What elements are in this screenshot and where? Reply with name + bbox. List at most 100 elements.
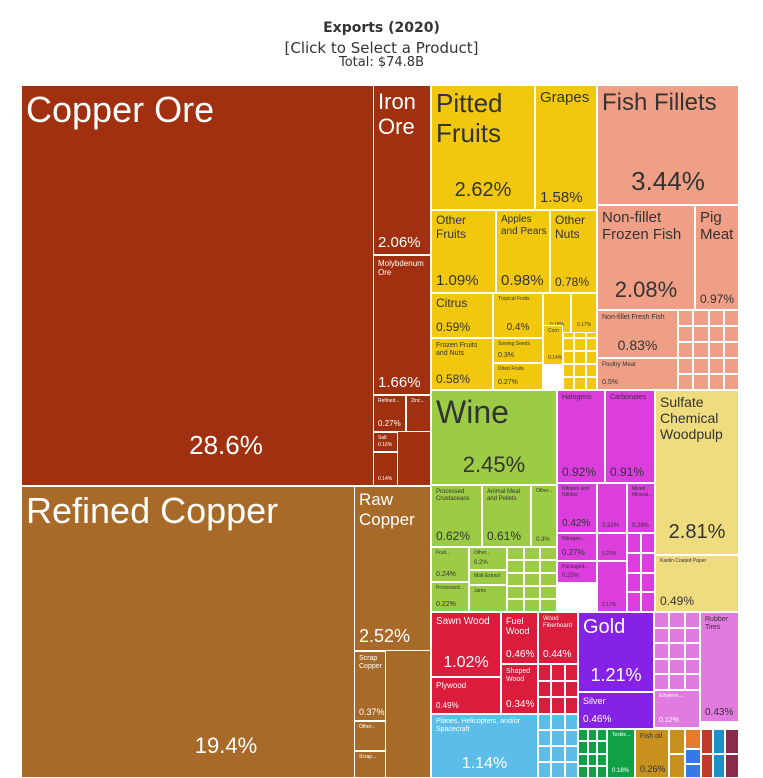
treemap-small-tile[interactable] bbox=[708, 358, 724, 374]
tile-pitted-fruits[interactable]: Pitted Fruits 2.62% bbox=[431, 85, 535, 210]
treemap-small-tile[interactable] bbox=[678, 342, 694, 358]
treemap-small-tile[interactable] bbox=[585, 338, 597, 351]
tile-fuel-wood[interactable]: Fuel Wood 0.46% bbox=[501, 612, 538, 664]
tile-copper-ore[interactable]: Copper Ore 28.6% bbox=[21, 85, 431, 486]
treemap-small-tile[interactable] bbox=[693, 326, 709, 342]
tile-ethylene[interactable]: Ethylene... 0.12% bbox=[654, 690, 700, 728]
treemap-small-tile[interactable] bbox=[669, 753, 685, 778]
tile-pig-meat[interactable]: Pig Meat 0.97% bbox=[695, 205, 739, 310]
treemap-small-tile[interactable] bbox=[627, 552, 641, 573]
treemap-small-tile[interactable] bbox=[685, 729, 701, 749]
tile-product-47[interactable]: 0.17% bbox=[597, 561, 627, 612]
tile-raw-copper[interactable]: Raw Copper 2.52% bbox=[354, 486, 431, 651]
treemap-small-tile[interactable] bbox=[587, 765, 598, 778]
treemap-small-tile[interactable] bbox=[685, 749, 701, 764]
treemap-small-tile[interactable] bbox=[725, 729, 739, 754]
treemap-small-tiles[interactable] bbox=[538, 664, 578, 714]
treemap-small-tile[interactable] bbox=[684, 674, 700, 690]
tile-processed-crustaceans[interactable]: Processed Crustaceans 0.62% bbox=[431, 485, 482, 547]
treemap-small-tile[interactable] bbox=[669, 729, 685, 754]
treemap-small-tile[interactable] bbox=[523, 586, 541, 599]
treemap-small-tile[interactable] bbox=[654, 658, 670, 675]
treemap-small-tile[interactable] bbox=[523, 599, 541, 612]
treemap-small-tile[interactable] bbox=[693, 374, 709, 390]
treemap-small-tile[interactable] bbox=[708, 374, 724, 390]
treemap-small-tile[interactable] bbox=[507, 560, 524, 573]
treemap-small-tile[interactable] bbox=[587, 729, 598, 742]
treemap-small-tile[interactable] bbox=[523, 547, 541, 560]
treemap-small-tile[interactable] bbox=[641, 552, 655, 573]
treemap-small-tiles[interactable] bbox=[725, 729, 739, 778]
treemap-small-tile[interactable] bbox=[669, 612, 685, 628]
treemap-small-tile[interactable] bbox=[551, 730, 565, 746]
treemap-small-tiles[interactable] bbox=[713, 729, 725, 778]
tile-product-20[interactable]: 0.17% bbox=[571, 293, 597, 333]
treemap-small-tile[interactable] bbox=[723, 342, 739, 358]
treemap-small-tile[interactable] bbox=[641, 533, 655, 553]
treemap-small-tiles[interactable] bbox=[563, 325, 597, 390]
tile-wood-fiberboard[interactable]: Wood Fiberboard 0.44% bbox=[538, 612, 578, 664]
treemap-small-tile[interactable] bbox=[507, 599, 524, 612]
treemap-small-tile[interactable] bbox=[678, 326, 694, 342]
treemap-small-tile[interactable] bbox=[574, 377, 586, 390]
treemap-small-tiles[interactable] bbox=[669, 729, 685, 778]
tile-dried-fruits[interactable]: Dried Fruits 0.27% bbox=[493, 363, 543, 390]
tile-other[interactable]: Other... bbox=[354, 721, 386, 751]
tile-jams[interactable]: Jams bbox=[469, 585, 507, 612]
treemap-small-tiles[interactable] bbox=[654, 612, 700, 690]
tile-animal-meal-and-pellets[interactable]: Animal Meal and Pellets 0.61% bbox=[482, 485, 531, 547]
treemap-small-tile[interactable] bbox=[597, 765, 607, 778]
tile-shaped-wood[interactable]: Shaped Wood 0.34% bbox=[501, 664, 538, 714]
treemap-small-tile[interactable] bbox=[551, 680, 565, 698]
treemap-small-tile[interactable] bbox=[708, 342, 724, 358]
treemap-small-tile[interactable] bbox=[551, 714, 565, 730]
treemap-small-tile[interactable] bbox=[723, 374, 739, 390]
treemap-small-tile[interactable] bbox=[684, 643, 700, 659]
tile-carbonates[interactable]: Carbonates 0.91% bbox=[605, 390, 655, 483]
tile-poultry-meat[interactable]: Poultry Meat 0.5% bbox=[597, 358, 678, 390]
treemap-small-tile[interactable] bbox=[563, 377, 575, 390]
treemap-small-tile[interactable] bbox=[564, 762, 578, 778]
tile-other[interactable]: Other... 0.3% bbox=[531, 485, 557, 547]
treemap-small-tile[interactable] bbox=[578, 753, 588, 766]
tile-non-fillet-fresh-fish[interactable]: Non-fillet Fresh Fish 0.83% bbox=[597, 310, 678, 358]
treemap-small-tile[interactable] bbox=[708, 310, 724, 326]
treemap-small-tile[interactable] bbox=[585, 364, 597, 377]
treemap-small-tile[interactable] bbox=[654, 627, 670, 644]
tile-tropical-fruits[interactable]: Tropical Fruits 0.4% bbox=[493, 293, 543, 338]
treemap-small-tile[interactable] bbox=[523, 573, 541, 586]
treemap-small-tile[interactable] bbox=[684, 612, 700, 628]
treemap-small-tile[interactable] bbox=[627, 592, 641, 612]
treemap-small-tile[interactable] bbox=[564, 664, 578, 681]
tile-iron-ore[interactable]: Iron Ore 2.06% bbox=[373, 85, 431, 255]
tile-scrap-copper[interactable]: Scrap Copper 0.37% bbox=[354, 651, 386, 721]
tile-grapes[interactable]: Grapes 1.58% bbox=[535, 85, 597, 210]
treemap-small-tile[interactable] bbox=[551, 746, 565, 762]
tile-refined[interactable]: Refined... 0.27% bbox=[373, 395, 406, 432]
tile-other[interactable]: Other... 0.2% bbox=[469, 547, 507, 570]
treemap-small-tile[interactable] bbox=[540, 586, 557, 599]
treemap-small-tile[interactable] bbox=[713, 729, 725, 754]
treemap-small-tile[interactable] bbox=[693, 310, 709, 326]
treemap-small-tile[interactable] bbox=[693, 342, 709, 358]
treemap-small-tile[interactable] bbox=[597, 729, 607, 742]
treemap-small-tile[interactable] bbox=[507, 547, 524, 560]
treemap-small-tile[interactable] bbox=[713, 753, 725, 778]
tile-product-42[interactable]: 0.32% bbox=[597, 483, 627, 533]
treemap-small-tile[interactable] bbox=[654, 674, 670, 690]
treemap-small-tile[interactable] bbox=[587, 741, 598, 754]
treemap-small-tile[interactable] bbox=[538, 680, 552, 698]
tile-fish-oil[interactable]: Fish oil 0.26% bbox=[635, 729, 669, 778]
tile-scrap[interactable]: Scrap... bbox=[354, 751, 386, 778]
tile-textile[interactable]: Textile... 0.18% bbox=[607, 729, 635, 778]
treemap-small-tile[interactable] bbox=[654, 643, 670, 659]
treemap-small-tile[interactable] bbox=[574, 351, 586, 364]
tile-other-fruits[interactable]: Other Fruits 1.09% bbox=[431, 210, 496, 293]
treemap-small-tile[interactable] bbox=[563, 351, 575, 364]
treemap-small-tile[interactable] bbox=[678, 358, 694, 374]
tile-sawn-wood[interactable]: Sawn Wood 1.02% bbox=[431, 612, 501, 677]
treemap-small-tile[interactable] bbox=[564, 714, 578, 730]
treemap-small-tiles[interactable] bbox=[538, 714, 578, 778]
treemap-small-tile[interactable] bbox=[538, 762, 552, 778]
treemap-small-tiles[interactable] bbox=[507, 547, 557, 612]
